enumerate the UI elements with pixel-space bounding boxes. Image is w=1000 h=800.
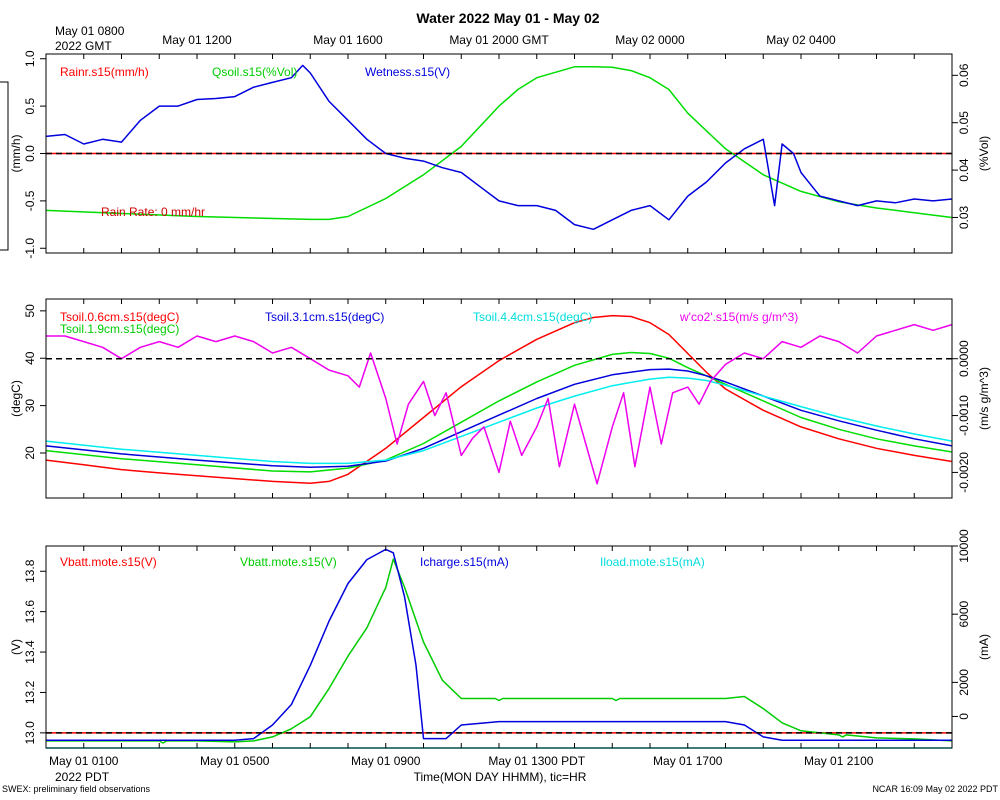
legend-iload: Iload.mote.s15(mA) (600, 555, 705, 569)
right-axis-label: (mA) (977, 634, 991, 660)
left-tick-label: -1.0 (23, 238, 37, 259)
right-tick-label: 6000 (957, 601, 971, 628)
series-line-tsoil-4-4cm-s15-degc--3 (45, 376, 953, 465)
left-axis-label: (mm/h) (9, 135, 23, 173)
bottom-time-tick-label: May 01 1300 PDT (488, 754, 585, 768)
legend-tsoil-1-9cm: Tsoil.1.9cm.s15(degC) (60, 322, 179, 336)
series-line-wetness-s15-v--2 (45, 64, 953, 231)
bottom-time-tick-label: May 01 0900 (351, 754, 421, 768)
legend-tsoil-3-1cm: Tsoil.3.1cm.s15(degC) (265, 310, 384, 324)
series-line-vbatt-mote-s15-v--1 (46, 558, 953, 744)
footer-left-note: SWEX: preliminary field observations (2, 784, 151, 794)
top-time-tick-label: May 01 2000 GMT (449, 33, 549, 47)
left-tick-label: -0.5 (23, 190, 37, 211)
right-tick-label: 2000 (957, 669, 971, 696)
series-line-tsoil-0-6cm-s15-degc--0 (45, 314, 953, 485)
chart-title: Water 2022 May 01 - May 02 (416, 10, 599, 26)
rain-rate-annotation: Rain Rate: 0 mm/hr (101, 205, 205, 219)
legend-panel-soil-temperature: Tsoil.0.6cm.s15(degC) Tsoil.1.9cm.s15(de… (60, 310, 798, 336)
bottom-corner-label: 2022 PDT (55, 770, 110, 784)
legend-tsoil-0-6cm: Tsoil.0.6cm.s15(degC) (60, 310, 179, 324)
top-time-tick-label: May 01 1600 (313, 33, 383, 47)
legend-qsoil: Qsoil.s15(%Vol) (212, 65, 297, 79)
plot-frame (45, 298, 953, 499)
x-axis-label: Time(MON DAY HHMM), tic=HR (414, 770, 587, 784)
side-tab-outline (0, 81, 9, 251)
legend-panel-battery: Vbatt.mote.s15(V) Vbatt.mote.s15(V) Icha… (60, 555, 705, 569)
left-tick-label: 30 (23, 399, 37, 413)
panel-soil-temperature: 20 30 40 50 (degC) -0.0020 -0.0010 0.0000 (m/s g… (9, 298, 991, 499)
legend-panel-water: Rainr.s15(mm/h) Qsoil.s15(%Vol) Wetness.… (60, 65, 450, 219)
panel-battery: 13.0 13.2 13.4 13.6 13.8 (V) 0 2000 6000 10000 (mA… (9, 529, 991, 749)
legend-icharge: Icharge.s15(mA) (420, 555, 509, 569)
left-tick-label: 40 (23, 351, 37, 365)
top-time-tick-label: May 02 0000 (615, 33, 685, 47)
left-tick-label: 20 (23, 446, 37, 460)
top-time-tick-label: May 02 0400 (766, 33, 836, 47)
top-time-tick-label: May 01 1200 (162, 33, 232, 47)
right-tick-label: 0.03 (957, 205, 971, 229)
top-corner-label-1: May 01 0800 (55, 24, 125, 38)
legend-wetness: Wetness.s15(V) (365, 65, 450, 79)
right-axis-label: (m/s g/m^3) (977, 367, 991, 430)
bottom-time-tick-label: May 01 1700 (653, 754, 723, 768)
left-tick-label: 1.0 (23, 50, 37, 67)
panel-water: -1.0 -0.5 0.0 0.5 1.0 (mm/h) 0.03 0.04 0.05 0.06 (… (9, 50, 991, 259)
legend-rainr: Rainr.s15(mm/h) (60, 65, 149, 79)
left-tick-label: 13.4 (23, 640, 37, 664)
right-axis-label: (%Vol) (977, 136, 991, 171)
bottom-time-tick-label: May 01 0500 (200, 754, 270, 768)
legend-vbatt-green: Vbatt.mote.s15(V) (240, 555, 337, 569)
left-tick-label: 13.2 (23, 680, 37, 704)
plot-frame (45, 545, 953, 749)
series-line-w-co2-s15-m-s-g-m-3--4 (46, 323, 953, 485)
series-line-icharge-s15-ma--2 (46, 548, 952, 742)
series-line-tsoil-1-9cm-s15-degc--1 (45, 351, 953, 473)
bottom-time-tick-label: May 01 2100 (804, 754, 874, 768)
series-line-tsoil-3-1cm-s15-degc--2 (45, 368, 953, 468)
right-tick-label: 10000 (957, 529, 971, 563)
series-line-qsoil-s15-vol--1 (45, 66, 953, 221)
left-tick-label: 0.0 (23, 145, 37, 162)
x-axis-ticks: May 01 1200 May 01 1600 May 01 2000 GMT May… (49, 33, 874, 768)
left-axis-label: (V) (9, 639, 23, 655)
left-axis-label: (degC) (9, 380, 23, 417)
right-tick-label: 0.04 (957, 158, 971, 182)
right-tick-label: -0.0020 (957, 452, 971, 493)
right-tick-label: 0.0000 (957, 340, 971, 377)
legend-tsoil-4-4cm: Tsoil.4.4cm.s15(degC) (473, 310, 592, 324)
right-tick-label: 0.05 (957, 111, 971, 135)
right-tick-label: 0.06 (957, 63, 971, 87)
left-tick-label: 0.5 (23, 97, 37, 114)
legend-vbatt-red: Vbatt.mote.s15(V) (60, 555, 157, 569)
left-tick-label: 13.8 (23, 559, 37, 583)
left-tick-label: 13.0 (23, 721, 37, 745)
right-tick-label: -0.0010 (957, 395, 971, 436)
left-tick-label: 50 (23, 304, 37, 318)
legend-wco2: w'co2'.s15(m/s g/m^3) (679, 310, 798, 324)
top-corner-label-2: 2022 GMT (55, 39, 112, 53)
bottom-time-tick-label: May 01 0100 (49, 754, 119, 768)
left-tick-label: 13.6 (23, 600, 37, 624)
right-tick-label: 0 (957, 713, 971, 720)
footer-right-note: NCAR 16:09 May 02 2022 PDT (872, 784, 998, 794)
